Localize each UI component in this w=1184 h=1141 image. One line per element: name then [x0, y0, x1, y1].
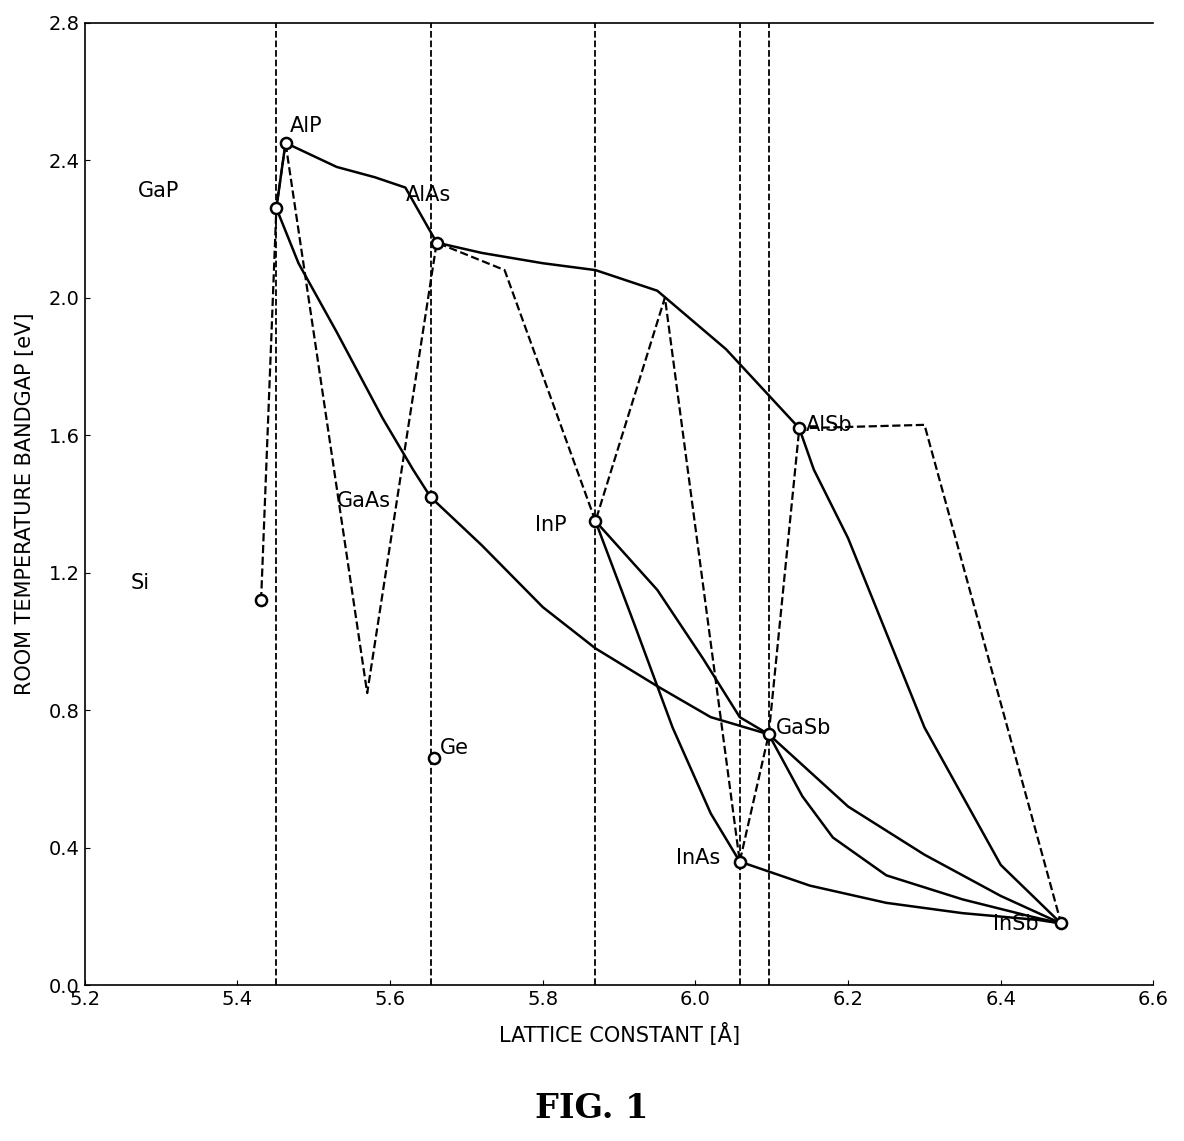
Text: AlP: AlP	[289, 116, 322, 136]
Text: GaAs: GaAs	[336, 491, 391, 511]
Text: GaSb: GaSb	[776, 718, 831, 738]
X-axis label: LATTICE CONSTANT [Å]: LATTICE CONSTANT [Å]	[498, 1023, 740, 1046]
Text: GaP: GaP	[139, 181, 180, 201]
Text: InSb: InSb	[993, 914, 1038, 933]
Text: AlAs: AlAs	[405, 185, 451, 204]
Text: Ge: Ge	[439, 738, 469, 759]
Text: FIG. 1: FIG. 1	[535, 1092, 649, 1125]
Text: InAs: InAs	[676, 849, 721, 868]
Y-axis label: ROOM TEMPERATURE BANDGAP [eV]: ROOM TEMPERATURE BANDGAP [eV]	[15, 313, 36, 695]
Text: AlSb: AlSb	[806, 415, 852, 435]
Text: InP: InP	[535, 515, 567, 535]
Text: Si: Si	[130, 573, 149, 593]
